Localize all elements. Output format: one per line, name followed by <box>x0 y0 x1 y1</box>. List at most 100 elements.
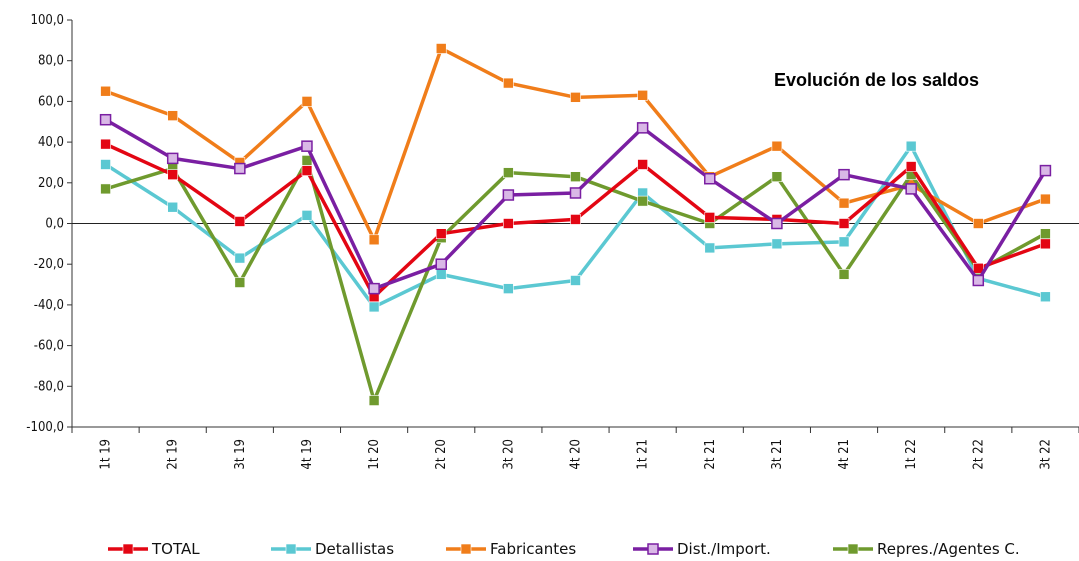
legend-label: Repres./Agentes C. <box>877 540 1020 558</box>
x-tick-label: 1t 21 <box>636 439 651 470</box>
y-tick-label: -100,0 <box>26 420 64 435</box>
data-point <box>503 283 514 294</box>
data-point <box>435 43 447 54</box>
y-tick-label: 20,0 <box>38 176 64 191</box>
data-point <box>167 201 178 213</box>
data-point <box>838 197 850 209</box>
data-point <box>838 236 850 248</box>
data-point <box>637 89 648 101</box>
y-tick-label: -20,0 <box>34 257 64 272</box>
x-tick-label: 1t 20 <box>367 439 382 470</box>
legend: TOTAL Detallistas Fabricantes Dist./Import.… <box>108 540 1020 558</box>
series-dist-import- <box>99 113 1052 295</box>
data-point <box>1040 228 1051 239</box>
data-point <box>771 140 783 152</box>
data-point <box>972 262 984 274</box>
data-point <box>100 159 111 170</box>
data-point <box>570 171 581 182</box>
data-point <box>301 165 313 176</box>
data-point <box>838 269 850 280</box>
data-point <box>435 269 447 280</box>
data-point <box>100 183 111 195</box>
x-tick-label: 1t 19 <box>99 439 114 470</box>
y-tick-label: 60,0 <box>38 94 64 109</box>
x-tick-label: 2t 19 <box>166 439 181 470</box>
legend-item: Fabricantes <box>446 540 576 558</box>
legend-marker <box>460 543 472 555</box>
x-tick-label: 3t 21 <box>770 439 785 470</box>
data-point <box>771 238 783 250</box>
data-point <box>234 216 246 227</box>
data-point <box>1040 291 1051 303</box>
data-point <box>704 212 716 223</box>
y-axis-ticks: 100,0 80,0 60,0 40,0 20,0 0,0 -20,0 -40,0 -60,0 -… <box>26 13 72 435</box>
data-point <box>167 110 178 121</box>
data-point <box>771 171 783 182</box>
data-point <box>570 275 581 286</box>
data-point <box>1040 238 1051 250</box>
data-point <box>99 113 112 126</box>
data-point <box>234 252 246 264</box>
x-tick-label: 1t 22 <box>904 439 919 470</box>
data-point <box>905 140 917 152</box>
data-point <box>704 242 716 254</box>
legend-item: Repres./Agentes C. <box>833 540 1020 558</box>
y-tick-label: 80,0 <box>38 54 64 69</box>
data-point <box>972 274 985 287</box>
data-point <box>301 210 313 221</box>
legend-marker <box>285 543 297 555</box>
data-point <box>503 218 514 229</box>
data-point <box>570 214 581 225</box>
data-point <box>100 85 111 97</box>
legend-label: Dist./Import. <box>677 540 771 558</box>
data-point <box>569 187 582 199</box>
x-tick-label: 2t 20 <box>434 439 449 470</box>
x-tick-label: 2t 21 <box>703 439 718 470</box>
data-point <box>503 77 514 89</box>
data-point <box>435 228 447 239</box>
data-point <box>1040 193 1051 205</box>
x-tick-label: 4t 20 <box>569 439 584 470</box>
data-point <box>167 169 178 180</box>
x-tick-label: 3t 22 <box>1038 439 1053 470</box>
x-axis-ticks: 1t 19 2t 19 3t 19 4t 19 1t 20 2t 20 3t 20 4t 20… <box>71 427 1079 470</box>
legend-marker <box>847 543 859 555</box>
data-point <box>368 301 380 313</box>
legend-item: Detallistas <box>271 540 394 558</box>
data-point <box>905 183 917 195</box>
data-point <box>771 217 783 230</box>
y-tick-label: 40,0 <box>38 135 64 150</box>
y-tick-label: 100,0 <box>31 13 64 28</box>
data-point <box>368 395 380 406</box>
x-tick-label: 4t 19 <box>300 439 315 470</box>
data-point <box>1039 164 1052 177</box>
data-point <box>637 159 648 170</box>
data-point <box>704 172 716 185</box>
y-tick-label: 0,0 <box>45 217 64 232</box>
legend-label: Detallistas <box>315 540 394 558</box>
data-point <box>368 282 380 295</box>
data-point <box>972 218 984 229</box>
x-tick-label: 3t 19 <box>233 439 248 470</box>
data-point <box>368 234 380 246</box>
legend-label: Fabricantes <box>490 540 576 558</box>
series-layer <box>99 43 1052 406</box>
data-point <box>637 195 648 207</box>
legend-item: Dist./Import. <box>633 540 771 558</box>
data-point <box>301 140 313 152</box>
x-tick-label: 3t 20 <box>501 439 516 470</box>
data-point <box>234 277 246 288</box>
data-point <box>435 258 447 270</box>
data-point <box>838 218 850 229</box>
y-tick-label: -40,0 <box>34 298 64 313</box>
y-tick-label: -80,0 <box>34 379 64 394</box>
y-tick-label: -60,0 <box>34 339 64 354</box>
data-point <box>636 122 649 134</box>
data-point <box>838 168 850 181</box>
legend-marker <box>122 543 134 555</box>
data-point <box>570 92 581 103</box>
data-point <box>905 161 917 172</box>
legend-item: TOTAL <box>108 540 200 558</box>
data-point <box>502 189 515 201</box>
